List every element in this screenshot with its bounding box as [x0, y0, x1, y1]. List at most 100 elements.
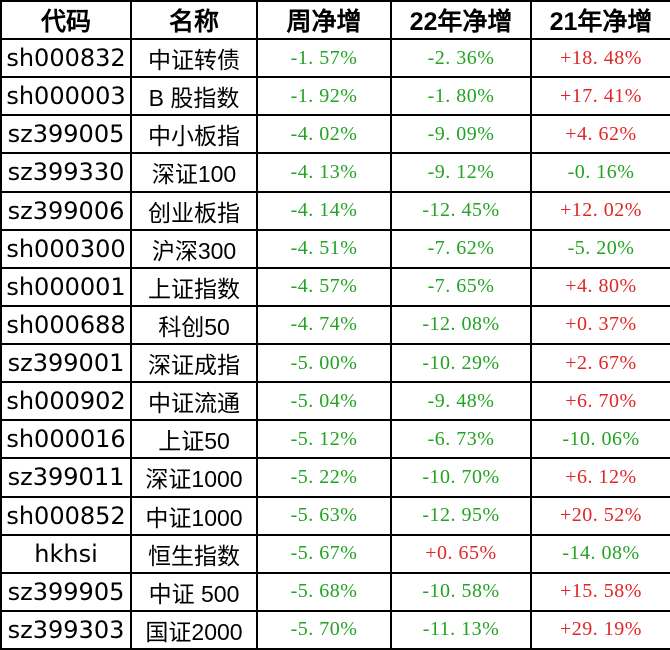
cell-week-net-change: -5. 04% — [256, 381, 392, 422]
cell-week-net-change: -4. 51% — [256, 228, 392, 269]
cell-week-net-change: -5. 70% — [256, 609, 392, 650]
cell-week-net-change: -4. 74% — [256, 304, 392, 346]
cell-index-code: sz399905 — [0, 571, 132, 612]
cell-index-name: 沪深300 — [130, 228, 258, 269]
cell-week-net-change: -5. 00% — [256, 342, 392, 384]
table-row: sh000016 上证50 -5. 12% -6. 73% -10. 06% — [0, 419, 670, 460]
cell-2021-net-change: +20. 52% — [530, 495, 670, 536]
cell-index-code: sh000001 — [0, 266, 132, 307]
table-row: sh000902 中证流通 -5. 04% -9. 48% +6. 70% — [0, 381, 670, 422]
cell-index-name: 中证流通 — [130, 381, 258, 422]
cell-2022-net-change: -10. 29% — [390, 342, 532, 384]
cell-2022-net-change: -9. 09% — [390, 114, 532, 155]
cell-index-name: 深证成指 — [130, 342, 258, 384]
table-row: sz399330 深证100 -4. 13% -9. 12% -0. 16% — [0, 152, 670, 193]
cell-index-code: sz399011 — [0, 457, 132, 498]
table-body: sh000832 中证转债 -1. 57% -2. 36% +18. 48% sh0000… — [0, 37, 670, 650]
cell-index-code: sz399330 — [0, 152, 132, 193]
cell-2022-net-change: -10. 58% — [390, 571, 532, 612]
cell-index-code: sh000832 — [0, 37, 132, 79]
cell-week-net-change: -4. 02% — [256, 114, 392, 155]
cell-index-name: 中证转债 — [130, 37, 258, 79]
cell-index-code: sh000688 — [0, 304, 132, 346]
header-row: 代码 名称 周净增 22年净增 21年净增 — [0, 0, 670, 40]
cell-index-code: sh000300 — [0, 228, 132, 269]
cell-2021-net-change: +6. 12% — [530, 457, 670, 498]
cell-2022-net-change: -9. 12% — [390, 152, 532, 193]
table-row: sh000001 上证指数 -4. 57% -7. 65% +4. 80% — [0, 266, 670, 307]
cell-index-name: 上证指数 — [130, 266, 258, 307]
cell-2022-net-change: -7. 62% — [390, 228, 532, 269]
cell-index-name: 中小板指 — [130, 114, 258, 155]
cell-2022-net-change: -12. 08% — [390, 304, 532, 346]
cell-index-code: hkhsi — [0, 533, 132, 574]
table-row: hkhsi 恒生指数 -5. 67% +0. 65% -14. 08% — [0, 533, 670, 574]
cell-2022-net-change: -10. 70% — [390, 457, 532, 498]
cell-week-net-change: -1. 57% — [256, 37, 392, 79]
cell-week-net-change: -5. 63% — [256, 495, 392, 536]
col-header-2021-net: 21年净增 — [530, 0, 670, 40]
cell-week-net-change: -1. 92% — [256, 76, 392, 117]
cell-index-name: 科创50 — [130, 304, 258, 346]
cell-index-name: B 股指数 — [130, 76, 258, 117]
cell-index-code: sh000852 — [0, 495, 132, 536]
cell-2021-net-change: -14. 08% — [530, 533, 670, 574]
table-row: sh000832 中证转债 -1. 57% -2. 36% +18. 48% — [0, 37, 670, 79]
cell-2022-net-change: -12. 95% — [390, 495, 532, 536]
cell-index-code: sz399005 — [0, 114, 132, 155]
cell-2021-net-change: +4. 62% — [530, 114, 670, 155]
table-row: sz399006 创业板指 -4. 14% -12. 45% +12. 02% — [0, 190, 670, 231]
col-header-week-net: 周净增 — [256, 0, 392, 40]
table-row: sz399303 国证2000 -5. 70% -11. 13% +29. 19% — [0, 609, 670, 650]
cell-week-net-change: -4. 14% — [256, 190, 392, 231]
cell-index-code: sz399006 — [0, 190, 132, 231]
cell-index-name: 创业板指 — [130, 190, 258, 231]
cell-index-code: sz399001 — [0, 342, 132, 384]
cell-2022-net-change: -12. 45% — [390, 190, 532, 231]
cell-week-net-change: -5. 67% — [256, 533, 392, 574]
cell-index-code: sh000003 — [0, 76, 132, 117]
cell-week-net-change: -4. 13% — [256, 152, 392, 193]
cell-2022-net-change: -6. 73% — [390, 419, 532, 460]
cell-2021-net-change: -5. 20% — [530, 228, 670, 269]
cell-index-name: 深证100 — [130, 152, 258, 193]
table-row: sh000003 B 股指数 -1. 92% -1. 80% +17. 41% — [0, 76, 670, 117]
cell-2021-net-change: +12. 02% — [530, 190, 670, 231]
table-row: sz399011 深证1000 -5. 22% -10. 70% +6. 12% — [0, 457, 670, 498]
cell-2022-net-change: -11. 13% — [390, 609, 532, 650]
cell-week-net-change: -4. 57% — [256, 266, 392, 307]
cell-index-code: sz399303 — [0, 609, 132, 650]
cell-index-name: 上证50 — [130, 419, 258, 460]
cell-index-name: 深证1000 — [130, 457, 258, 498]
cell-week-net-change: -5. 12% — [256, 419, 392, 460]
table-row: sh000688 科创50 -4. 74% -12. 08% +0. 37% — [0, 304, 670, 346]
table-row: sh000300 沪深300 -4. 51% -7. 62% -5. 20% — [0, 228, 670, 269]
cell-2022-net-change: -2. 36% — [390, 37, 532, 79]
table-row: sz399005 中小板指 -4. 02% -9. 09% +4. 62% — [0, 114, 670, 155]
cell-2021-net-change: +29. 19% — [530, 609, 670, 650]
cell-week-net-change: -5. 22% — [256, 457, 392, 498]
table-header: 代码 名称 周净增 22年净增 21年净增 — [0, 0, 670, 40]
table-row: sz399001 深证成指 -5. 00% -10. 29% +2. 67% — [0, 342, 670, 384]
cell-2021-net-change: +15. 58% — [530, 571, 670, 612]
cell-week-net-change: -5. 68% — [256, 571, 392, 612]
cell-2022-net-change: -7. 65% — [390, 266, 532, 307]
col-header-code: 代码 — [0, 0, 132, 40]
cell-index-code: sh000016 — [0, 419, 132, 460]
table-row: sh000852 中证1000 -5. 63% -12. 95% +20. 52% — [0, 495, 670, 536]
cell-2021-net-change: +18. 48% — [530, 37, 670, 79]
cell-2022-net-change: +0. 65% — [390, 533, 532, 574]
cell-2021-net-change: +4. 80% — [530, 266, 670, 307]
table-row: sz399905 中证 500 -5. 68% -10. 58% +15. 58% — [0, 571, 670, 612]
cell-2021-net-change: +0. 37% — [530, 304, 670, 346]
cell-2021-net-change: -10. 06% — [530, 419, 670, 460]
cell-index-name: 国证2000 — [130, 609, 258, 650]
cell-index-name: 中证 500 — [130, 571, 258, 612]
cell-2021-net-change: +17. 41% — [530, 76, 670, 117]
cell-index-name: 恒生指数 — [130, 533, 258, 574]
cell-2021-net-change: +6. 70% — [530, 381, 670, 422]
cell-2021-net-change: -0. 16% — [530, 152, 670, 193]
col-header-2022-net: 22年净增 — [390, 0, 532, 40]
col-header-name: 名称 — [130, 0, 258, 40]
cell-2022-net-change: -9. 48% — [390, 381, 532, 422]
